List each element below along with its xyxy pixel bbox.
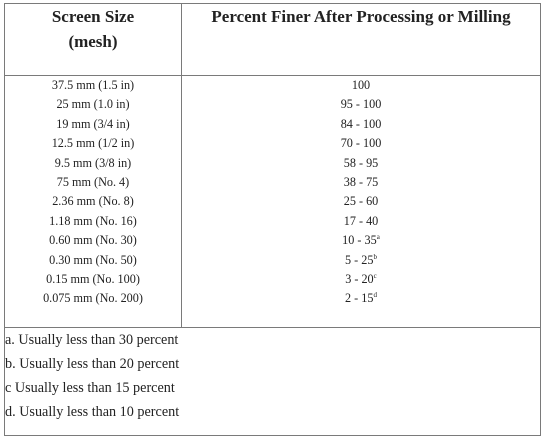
- footnote-text: b. Usually less than 20 percent: [5, 356, 180, 372]
- screen-size-cell: 75 mm (No. 4): [56, 174, 130, 189]
- percent-finer-cell: 95 - 100: [182, 95, 540, 114]
- screen-size-cell: 9.5 mm (3/8 in): [54, 155, 132, 170]
- screen-size-cell: 19 mm (3/4 in): [56, 116, 130, 131]
- screen-size-cell: 12.5 mm (1/2 in): [51, 136, 135, 151]
- screen-size-cell: 0.60 mm (No. 30): [49, 233, 137, 248]
- footnote-marker: d: [373, 291, 377, 300]
- percent-finer-column: 100 95 - 100 84 - 100 70 - 100 58 - 95 38 - 7…: [181, 75, 541, 328]
- percent-finer-cell: 38 - 75: [182, 173, 540, 192]
- percent-finer-value: 95 - 100: [340, 97, 382, 112]
- footnote-text: a. Usually less than 30 percent: [5, 332, 179, 348]
- percent-finer-value: 84 - 100: [340, 116, 382, 131]
- percent-finer-cell: 17 - 40: [182, 212, 540, 231]
- screen-size-cell: 1.18 mm (No. 16): [49, 213, 137, 228]
- gradation-table: Screen Size (mesh) Percent Finer After P…: [4, 3, 541, 436]
- footnote-text: d. Usually less than 10 percent: [5, 404, 180, 420]
- percent-finer-value: 100: [351, 78, 371, 92]
- percent-finer-cell: 5 - 25b: [182, 251, 540, 270]
- screen-size-cell: 0.30 mm (No. 50): [49, 252, 137, 267]
- percent-finer-value: 38 - 75: [343, 174, 379, 189]
- percent-finer-value: 10 - 35: [342, 233, 377, 248]
- percent-finer-value: 70 - 100: [340, 136, 382, 151]
- footnotes-cell: a. Usually less than 30 percent b. Usuall…: [4, 327, 541, 436]
- percent-finer-cell: 84 - 100: [182, 115, 540, 134]
- percent-finer-header: Percent Finer After Processing or Millin…: [181, 3, 541, 76]
- screen-size-cell: 25 mm (1.0 in): [56, 97, 130, 112]
- screen-size-cell: 2.36 mm (No. 8): [52, 194, 134, 209]
- percent-finer-value: 58 - 95: [343, 155, 379, 170]
- percent-finer-value: 2 - 15: [345, 291, 374, 306]
- table-header-row: Screen Size (mesh) Percent Finer After P…: [4, 3, 541, 76]
- screen-size-cell: 0.075 mm (No. 200): [43, 291, 143, 306]
- percent-finer-cell: 100: [182, 76, 540, 95]
- screen-size-header-line2: (mesh): [68, 32, 118, 51]
- footnotes-row: a. Usually less than 30 percent b. Usuall…: [4, 327, 541, 436]
- screen-size-header: Screen Size (mesh): [4, 3, 182, 76]
- percent-finer-value: 17 - 40: [343, 213, 379, 228]
- footnote-marker: b: [373, 252, 377, 261]
- percent-finer-cell: 2 - 15d: [182, 289, 540, 308]
- screen-size-cell: 0.15 mm (No. 100): [46, 271, 140, 286]
- screen-size-column: 37.5 mm (1.5 in) 25 mm (1.0 in) 19 mm (3/4…: [4, 75, 182, 328]
- percent-finer-cell: 58 - 95: [182, 154, 540, 173]
- percent-finer-value: 3 - 20: [345, 271, 374, 286]
- percent-finer-cell: 25 - 60: [182, 192, 540, 211]
- percent-finer-value: 5 - 25: [345, 252, 374, 267]
- percent-finer-cell: 3 - 20c: [182, 270, 540, 289]
- percent-finer-value: 25 - 60: [343, 194, 379, 209]
- footnote-text: c Usually less than 15 percent: [5, 380, 175, 396]
- table-body-row: 37.5 mm (1.5 in) 25 mm (1.0 in) 19 mm (3/4…: [4, 75, 541, 328]
- footnote-marker: c: [373, 271, 377, 280]
- footnote-marker: a: [376, 233, 380, 242]
- percent-finer-cell: 10 - 35a: [182, 231, 540, 250]
- screen-size-header-line1: Screen Size: [51, 7, 135, 26]
- screen-size-cell: 37.5 mm (1.5 in): [51, 78, 135, 92]
- percent-finer-cell: 70 - 100: [182, 134, 540, 153]
